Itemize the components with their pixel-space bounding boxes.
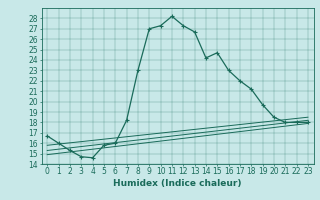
X-axis label: Humidex (Indice chaleur): Humidex (Indice chaleur) <box>113 179 242 188</box>
